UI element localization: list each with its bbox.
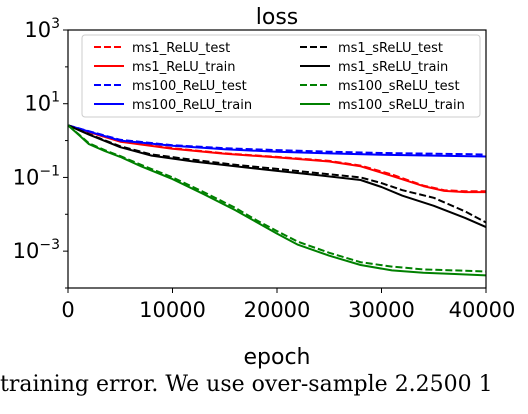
x-tick-label: 20000 — [244, 298, 311, 322]
legend-label-ms100_sReLU_train: ms100_sReLU_train — [338, 98, 465, 113]
legend-label-ms100_sReLU_test: ms100_sReLU_test — [338, 79, 460, 94]
x-tick-label: 10000 — [139, 298, 206, 322]
series-line-ms1_sReLU_train — [67, 124, 487, 229]
series-line-ms100_sReLU_train — [67, 124, 487, 277]
y-tick-label: 103 — [24, 16, 60, 42]
x-tick-label: 30000 — [348, 298, 415, 322]
legend-box — [81, 34, 481, 118]
plot-series — [67, 124, 487, 277]
legend-label-ms1_ReLU_train: ms1_ReLU_train — [132, 60, 236, 75]
y-tick-label: 10−3 — [13, 237, 60, 263]
x-axis-ticks: 0 10000 20000 30000 40000 — [61, 288, 515, 322]
legend: ms1_ReLU_test ms1_sReLU_test ms1_ReLU_trai… — [81, 34, 481, 118]
y-tick-label: 10−1 — [13, 163, 60, 189]
series-line-ms100_sReLU_test — [67, 124, 487, 273]
y-axis-ticks: 103 101 10−1 10−3 — [13, 16, 68, 289]
legend-label-ms1_sReLU_train: ms1_sReLU_train — [338, 60, 448, 75]
series-line-ms1_ReLU_train — [67, 124, 486, 194]
chart-title: loss — [256, 5, 299, 30]
figure-caption: training error. We use over-sample 2.250… — [0, 372, 493, 397]
y-tick-label: 101 — [24, 90, 60, 116]
x-tick-label: 0 — [61, 298, 74, 322]
x-axis-label: epoch — [244, 345, 311, 370]
x-tick-label: 40000 — [449, 298, 516, 322]
legend-label-ms1_ReLU_test: ms1_ReLU_test — [132, 41, 230, 56]
legend-label-ms100_ReLU_test: ms100_ReLU_test — [132, 79, 247, 94]
series-line-ms100_ReLU_train — [67, 124, 487, 158]
legend-label-ms1_sReLU_test: ms1_sReLU_test — [338, 41, 443, 56]
loss-chart: loss 0 10000 20000 30000 40000 103 101 10−1 10−… — [13, 5, 516, 370]
series-line-ms100_ReLU_test — [67, 124, 487, 156]
legend-label-ms100_ReLU_train: ms100_ReLU_train — [132, 98, 252, 113]
